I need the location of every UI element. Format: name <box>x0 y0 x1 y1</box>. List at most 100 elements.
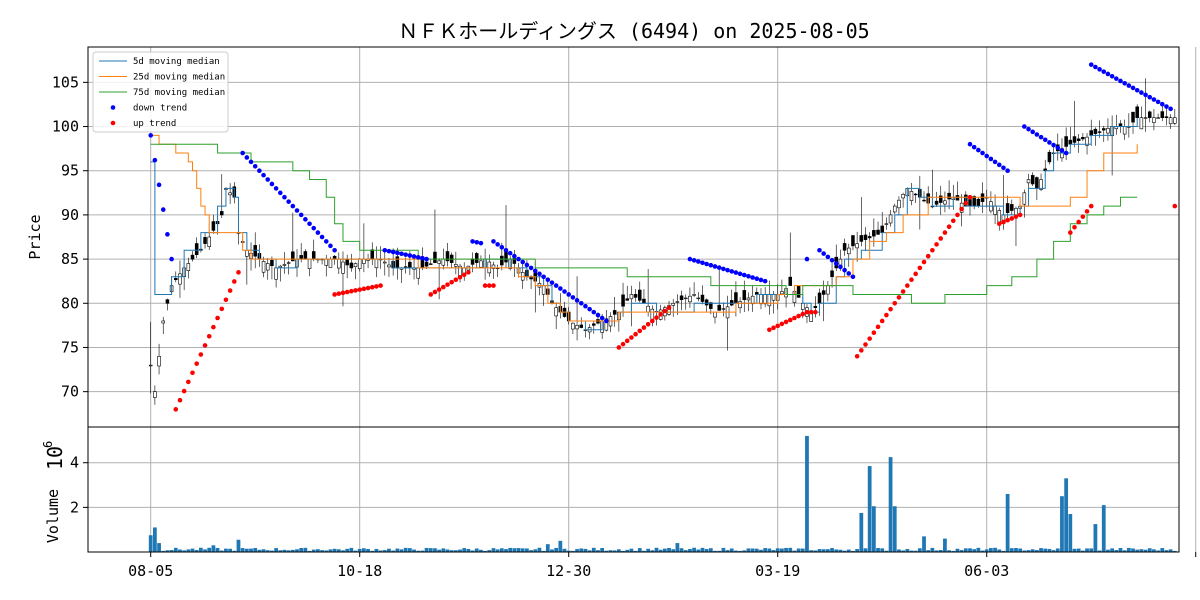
candle-body <box>1156 117 1160 119</box>
down-trend-dot <box>307 221 312 227</box>
candle-body <box>1168 117 1173 125</box>
price-axis-label: Price <box>26 214 44 259</box>
volume-bar <box>529 550 533 552</box>
volume-bar <box>1139 549 1144 552</box>
down-trend-dot <box>420 255 425 261</box>
up-trend-dot <box>482 283 488 288</box>
volume-bar <box>387 548 391 552</box>
candle-body <box>219 211 224 216</box>
volume-bar <box>792 550 797 552</box>
candle-body <box>859 235 864 242</box>
volume-bar <box>399 549 404 552</box>
volume-bar <box>566 550 571 552</box>
volume-bar <box>274 548 278 552</box>
volume-bar <box>596 550 600 552</box>
volume-bar <box>1047 548 1052 552</box>
candle-body <box>529 276 533 280</box>
volume-bar <box>876 548 880 552</box>
moving-medians <box>150 117 1138 331</box>
candle-body <box>286 262 291 264</box>
volume-bar <box>182 550 187 552</box>
down-trend-dot <box>1118 78 1123 84</box>
volume-bar <box>851 550 855 552</box>
up-trend-dot <box>888 306 893 312</box>
down-trend-dot <box>804 256 810 262</box>
volume-bar <box>441 548 446 552</box>
volume-bar <box>943 538 947 552</box>
down-trend-dot <box>474 240 480 245</box>
volume-bar <box>391 550 396 552</box>
down-trend-dot <box>390 249 396 255</box>
up-trend-dot <box>1088 203 1094 209</box>
volume-bar <box>1118 548 1123 552</box>
y-tick-label: 100 <box>52 118 79 136</box>
up-trend-dot <box>457 274 463 280</box>
volume-bar <box>1106 549 1110 552</box>
volume-bar <box>817 549 822 552</box>
volume-bar <box>717 550 722 552</box>
volume-bar <box>888 457 893 552</box>
candle-body <box>353 263 358 268</box>
up-trend-dot <box>1084 209 1090 214</box>
down-trend-dot <box>252 164 258 169</box>
volume-bar <box>328 549 333 552</box>
down-trend-dot <box>750 275 755 280</box>
down-trend-dot <box>558 286 563 291</box>
down-trend-dot <box>1134 87 1140 93</box>
volume-bar <box>153 527 157 552</box>
volume-bar <box>1172 550 1177 552</box>
candle-body <box>934 200 939 205</box>
volume-bar <box>947 550 951 552</box>
candle-body <box>993 205 997 215</box>
up-trend-dot <box>650 318 655 324</box>
up-trend-dot <box>202 343 208 348</box>
candle-body <box>943 200 947 205</box>
down-trend-dot <box>833 261 839 266</box>
y-tick-label: 105 <box>52 73 79 91</box>
volume-bar <box>207 547 212 552</box>
candle-body <box>796 285 801 298</box>
candle-body <box>801 302 805 310</box>
down-trend-dot <box>1105 71 1111 77</box>
up-trend-dot <box>892 300 898 306</box>
up-trend-dot <box>428 292 434 297</box>
down-trend-dot <box>315 230 321 235</box>
up-trend-dot <box>616 345 622 350</box>
candle-body <box>650 308 655 320</box>
up-trend-dot <box>340 290 346 296</box>
candle-body <box>863 234 868 240</box>
up-trend-dot <box>792 315 797 321</box>
candle-body <box>148 364 153 367</box>
up-trend-dot <box>353 288 358 293</box>
volume-bar <box>491 548 496 552</box>
volume-bar <box>809 550 814 552</box>
volume-bar <box>178 549 182 552</box>
down-trend-dot <box>332 247 337 253</box>
legend-swatch <box>110 105 116 110</box>
volume-bar <box>926 550 931 552</box>
candle-body <box>955 195 960 201</box>
up-trend-dot <box>369 284 375 290</box>
down-trend-dot <box>1051 142 1056 148</box>
volume-bar <box>311 549 316 552</box>
up-trend-dot <box>177 397 183 403</box>
down-trend-dot <box>257 168 262 174</box>
up-trend-dot <box>1005 217 1010 223</box>
down-trend-dot <box>403 252 408 257</box>
candle-body <box>696 297 701 300</box>
up-trend-dot <box>658 312 663 317</box>
down-trend-dot <box>992 159 998 165</box>
up-trend-dot <box>913 271 918 277</box>
volume-bar <box>729 548 734 552</box>
down-trend-dot <box>328 243 333 249</box>
volume-bar <box>583 548 588 552</box>
up-trend-dot <box>779 321 785 327</box>
down-trend-dot <box>1126 83 1132 88</box>
up-trend-dot <box>349 288 354 294</box>
volume-bar <box>863 548 868 552</box>
candle-body <box>357 258 362 269</box>
volume-bar <box>796 548 801 552</box>
volume-bar <box>746 548 751 552</box>
volume-bar <box>403 547 408 552</box>
volume-bar <box>813 550 818 552</box>
